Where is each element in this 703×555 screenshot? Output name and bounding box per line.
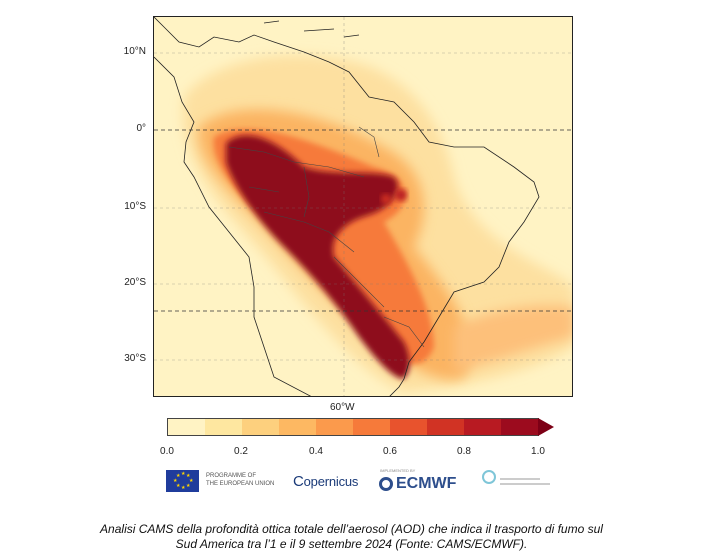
ecmwf-implemented-by: IMPLEMENTED BY xyxy=(380,468,416,473)
lat-label-10n: 10°N xyxy=(123,46,146,57)
colorbar-tick: 0.6 xyxy=(383,446,397,457)
partner-logo-icon xyxy=(482,470,496,484)
figure-caption: Analisi CAMS della profondità ottica tot… xyxy=(0,522,703,552)
aod-core-darkred xyxy=(226,135,410,379)
partner-logo-text xyxy=(500,474,550,485)
lat-label-30s: 30°S xyxy=(124,353,146,364)
colorbar-segment xyxy=(168,419,205,435)
eu-flag-logo: ★ ★ ★ ★ ★ ★ ★ ★ xyxy=(166,470,199,492)
aod-colorbar xyxy=(167,418,539,436)
caption-line2: Sud America tra l’1 e il 9 settembre 202… xyxy=(175,537,528,551)
copernicus-logo: Copernicus xyxy=(293,473,359,490)
colorbar-tick: 0.2 xyxy=(234,446,248,457)
aod-patch xyxy=(395,189,407,201)
aod-patch xyxy=(381,194,391,204)
ecmwf-logo: ECMWF xyxy=(396,475,457,492)
aod-map-svg xyxy=(154,17,572,396)
colorbar-tick: 1.0 xyxy=(531,446,545,457)
colorbar-segment xyxy=(390,419,427,435)
colorbar-segment xyxy=(279,419,316,435)
colorbar-segment xyxy=(501,419,538,435)
eu-programme-text: PROGRAMME OF THE EUROPEAN UNION xyxy=(206,472,296,488)
colorbar-segment xyxy=(427,419,464,435)
coastline-south-america xyxy=(154,17,540,396)
colorbar-segment xyxy=(205,419,242,435)
colorbar-segment xyxy=(242,419,279,435)
lon-label-60w: 60°W xyxy=(330,402,355,413)
colorbar-segment xyxy=(316,419,353,435)
lat-label-10s: 10°S xyxy=(124,201,146,212)
colorbar-tick: 0.4 xyxy=(309,446,323,457)
colorbar-tick: 0.8 xyxy=(457,446,471,457)
copernicus-text: opernicus xyxy=(303,474,359,489)
eu-text-line2: THE EUROPEAN UNION xyxy=(206,481,275,487)
colorbar-segment xyxy=(353,419,390,435)
lat-label-0: 0° xyxy=(136,123,146,134)
colorbar-tick: 0.0 xyxy=(160,446,174,457)
country-borders xyxy=(228,126,425,348)
ecmwf-mark-icon xyxy=(379,477,393,491)
aod-plume-southeast xyxy=(454,305,572,372)
colorbar-segment xyxy=(464,419,501,435)
colorbar-extend-arrow xyxy=(538,418,554,436)
caribbean-islands xyxy=(263,20,360,38)
caption-line1: Analisi CAMS della profondità ottica tot… xyxy=(100,522,603,536)
lat-label-20s: 20°S xyxy=(124,277,146,288)
aod-map xyxy=(153,16,573,397)
eu-text-line1: PROGRAMME OF xyxy=(206,473,257,479)
logo-strip: ★ ★ ★ ★ ★ ★ ★ ★ PROGRAMME OF THE EUROPEAN UN… xyxy=(160,466,560,496)
